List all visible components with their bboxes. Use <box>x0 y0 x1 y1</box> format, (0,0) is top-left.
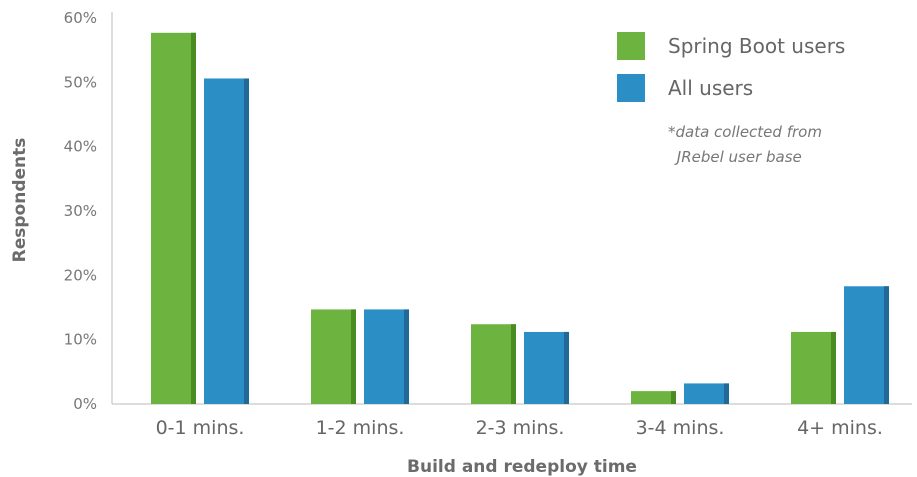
x-category-label: 3-4 mins. <box>636 417 725 439</box>
bar-all-users-2 <box>524 331 569 404</box>
bar-edge-shade <box>831 331 836 404</box>
bar-spring-boot-1 <box>311 309 356 404</box>
legend: Spring Boot users All users <box>617 32 845 102</box>
y-tick-label: 0% <box>73 395 97 413</box>
bar-edge-shade <box>244 78 249 405</box>
x-category-label: 0-1 mins. <box>156 417 245 439</box>
bar-edge-shade <box>564 331 569 404</box>
legend-swatch-spring-boot <box>617 32 645 60</box>
bar-edge-shade <box>511 324 516 404</box>
bar-spring-boot-2 <box>471 324 516 404</box>
y-tick-label: 60% <box>64 9 97 27</box>
y-axis-ticks: 0% 10% 20% 30% 40% 50% 60% <box>64 9 97 413</box>
y-tick-label: 30% <box>64 202 97 220</box>
y-tick-label: 10% <box>64 331 97 349</box>
x-category-label: 4+ mins. <box>797 417 883 439</box>
bar-all-users-0 <box>204 78 249 405</box>
bar-edge-shade <box>884 286 889 404</box>
bar-edge-shade <box>191 32 196 405</box>
x-category-label: 2-3 mins. <box>476 417 565 439</box>
data-note-line-1: *data collected from <box>668 123 822 141</box>
bar-edge-shade <box>351 309 356 404</box>
legend-label-all-users: All users <box>668 76 753 100</box>
y-tick-label: 40% <box>64 138 97 156</box>
y-tick-label: 20% <box>64 266 97 284</box>
bar-edge-shade <box>671 391 676 404</box>
bar-spring-boot-0 <box>151 32 196 405</box>
data-note-line-2: JRebel user base <box>672 148 802 166</box>
bars-group <box>151 32 889 405</box>
bar-edge-shade <box>724 383 729 404</box>
legend-label-spring-boot: Spring Boot users <box>668 34 845 58</box>
bar-all-users-3 <box>684 383 729 404</box>
bar-all-users-4 <box>844 286 889 404</box>
x-category-label: 1-2 mins. <box>316 417 405 439</box>
legend-swatch-all-users <box>617 74 645 102</box>
x-axis-title: Build and redeploy time <box>407 457 637 477</box>
bar-all-users-1 <box>364 309 409 404</box>
bar-spring-boot-3 <box>631 391 676 404</box>
x-axis-categories: 0-1 mins. 1-2 mins. 2-3 mins. 3-4 mins. 4+ m… <box>156 417 883 439</box>
bar-edge-shade <box>404 309 409 404</box>
y-tick-label: 50% <box>64 73 97 91</box>
bar-spring-boot-4 <box>791 331 836 404</box>
y-axis-title: Respondents <box>10 138 30 263</box>
